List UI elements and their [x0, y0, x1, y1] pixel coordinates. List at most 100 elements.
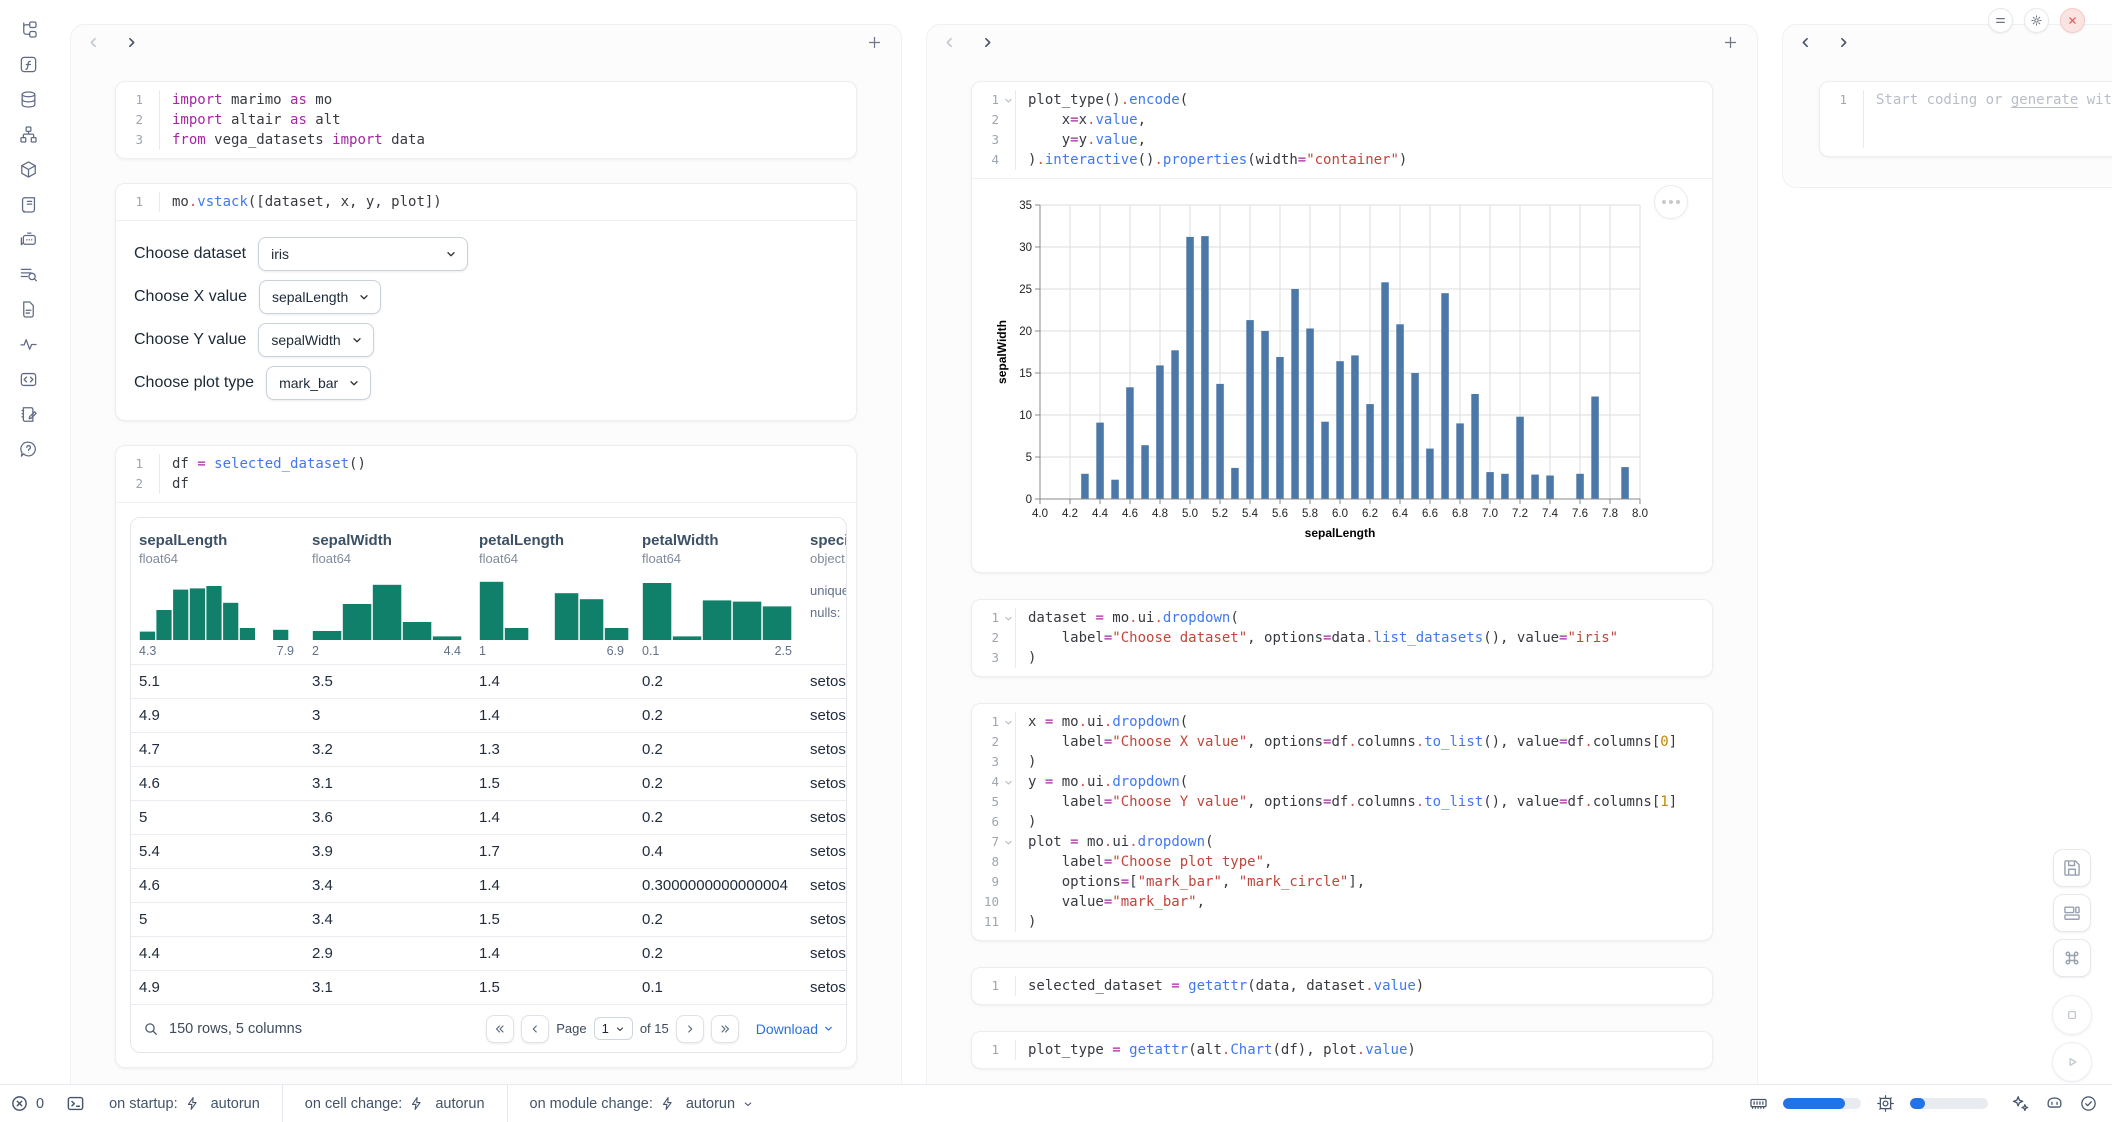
last-page-button[interactable]: [710, 1014, 739, 1043]
run-button[interactable]: [2052, 1042, 2092, 1082]
table-row[interactable]: 5.1 3.5 1.4 0.2 setosa: [131, 664, 846, 698]
code-editor[interactable]: 1 plot_type = getattr(alt.Chart(df), plot…: [972, 1032, 1712, 1068]
help-chat-icon[interactable]: [19, 440, 38, 459]
first-page-button[interactable]: [486, 1014, 515, 1043]
table-cell: 3: [312, 707, 321, 724]
fold-chevron-icon[interactable]: [1004, 91, 1013, 111]
fold-chevron-icon[interactable]: [1004, 713, 1013, 733]
x-value-dropdown[interactable]: sepalLength: [258, 280, 382, 314]
table-row[interactable]: 5 3.4 1.5 0.2 setosa: [131, 902, 846, 936]
editor-placeholder: Start coding or generate with: [1876, 92, 2112, 108]
fold-chevron-icon[interactable]: [1004, 773, 1013, 793]
chevron-right-icon: [985, 37, 991, 47]
table-cell: 0.2: [642, 707, 663, 724]
imports-cell: 1 2 3 import marimo as mo import altair as a…: [115, 81, 857, 159]
min-value: 0.1: [642, 644, 660, 658]
database-icon[interactable]: [19, 90, 38, 109]
script-icon[interactable]: [19, 195, 38, 214]
keyboard-shortcuts-button[interactable]: [2053, 939, 2091, 977]
search-icon[interactable]: [143, 1021, 159, 1037]
cpu-icon: [1876, 1094, 1895, 1113]
download-button[interactable]: Download: [756, 1021, 834, 1037]
column-name: petalWidth: [642, 532, 719, 549]
ai-assist-button[interactable]: [2011, 1094, 2030, 1113]
function-icon[interactable]: [19, 55, 38, 74]
code-editor[interactable]: 1 selected_dataset = getattr(data, datase…: [972, 968, 1712, 1004]
table-row[interactable]: 4.4 2.9 1.4 0.2 setosa: [131, 936, 846, 970]
table-row[interactable]: 5 3.6 1.4 0.2 setosa: [131, 800, 846, 834]
column-prev-button[interactable]: [87, 34, 103, 50]
code-editor[interactable]: 1 2 3 import marimo as mo import altair as a…: [116, 82, 856, 158]
column-prev-button[interactable]: [943, 34, 959, 50]
chart-canvas[interactable]: 4.0 4.2 4.4 4.6 4.8 5.0 5.2 5.4 5.6 5.8 6.0 6.2 6.4 6…: [994, 193, 1654, 545]
vstack-cell: 1 mo.vstack([dataset, x, y, plot]) Choose…: [115, 183, 857, 421]
control-row: Choose plot type mark_bar: [134, 366, 838, 400]
y-value-dropdown[interactable]: sepalWidth: [258, 323, 374, 357]
y-value-dropdown-label: Choose Y value: [134, 331, 247, 348]
shutdown-button[interactable]: [2060, 8, 2085, 33]
prev-page-button[interactable]: [521, 1014, 550, 1043]
memory-usage-bar: [1783, 1098, 1861, 1109]
next-page-button[interactable]: [675, 1014, 704, 1043]
on-cell-change-setting[interactable]: on cell change: autorun: [304, 1095, 485, 1112]
file-tree-icon[interactable]: [19, 20, 38, 39]
code-lines: plot_type().encode( x=x.value, y=y.value…: [1016, 90, 1407, 170]
generate-link[interactable]: generate: [2010, 92, 2079, 108]
stop-button[interactable]: [2052, 995, 2092, 1035]
code-editor[interactable]: 1 Start coding or generate with: [1820, 82, 2112, 156]
nodes-icon[interactable]: [19, 125, 38, 144]
column-header-sepalLength[interactable]: sepalLength float64 4.3 7.9: [131, 532, 304, 658]
add-cell-button[interactable]: [867, 33, 885, 51]
document-icon[interactable]: [19, 300, 38, 319]
table-row[interactable]: 4.7 3.2 1.3 0.2 setosa: [131, 732, 846, 766]
list-search-icon[interactable]: [19, 265, 38, 284]
table-row[interactable]: 4.9 3 1.4 0.2 setosa: [131, 698, 846, 732]
fold-chevron-icon[interactable]: [1004, 609, 1013, 629]
activity-icon[interactable]: [19, 335, 38, 354]
add-cell-button[interactable]: [1723, 33, 1741, 51]
table-row[interactable]: 4.6 3.1 1.5 0.2 setosa: [131, 766, 846, 800]
dataset-dropdown[interactable]: iris: [258, 237, 469, 271]
table-cell: 0.2: [642, 775, 663, 792]
code-editor[interactable]: 1 2 3 dataset = mo.ui.dropdown( label="Choo…: [972, 600, 1712, 676]
menu-button[interactable]: [1988, 8, 2013, 33]
notebook-actions: [2052, 849, 2092, 1082]
column-header-sepalWidth[interactable]: sepalWidth float64 2 4.4: [304, 532, 471, 658]
layout-button[interactable]: [2053, 894, 2091, 932]
plot-type-dropdown[interactable]: mark_bar: [266, 366, 372, 400]
on-module-change-setting[interactable]: on module change: autorun: [508, 1085, 784, 1122]
code-editor[interactable]: 1 2 3 4 5 6 7 8 9 10 11 x = mo.ui.dropdown( label="…: [972, 704, 1712, 940]
column-prev-button[interactable]: [1799, 34, 1815, 50]
table-cell: 0.2: [642, 741, 663, 758]
connection-status-icon[interactable]: [2079, 1094, 2098, 1113]
code-line: label="Choose X value", options=df.colum…: [1028, 734, 1678, 750]
code-editor[interactable]: 1 2 df = selected_dataset() df: [116, 446, 856, 502]
column-next-button[interactable]: [981, 34, 997, 50]
column-header-petalWidth[interactable]: petalWidth float64 0.1 2.5: [634, 532, 802, 658]
settings-button[interactable]: [2024, 8, 2049, 33]
altair-bar-chart[interactable]: 4.0 4.2 4.4 4.6 4.8 5.0 5.2 5.4 5.6 5.8 6.0 6.2 6.4 6…: [994, 193, 1694, 550]
package-icon[interactable]: [19, 160, 38, 179]
fold-chevron-icon[interactable]: [1004, 833, 1013, 853]
line-number: 1: [972, 712, 1012, 732]
copilot-button[interactable]: [2045, 1094, 2064, 1113]
save-button[interactable]: [2053, 849, 2091, 887]
column-next-button[interactable]: [1837, 34, 1853, 50]
error-indicator[interactable]: 0: [10, 1094, 44, 1113]
notebook-edit-icon[interactable]: [19, 405, 38, 424]
table-row[interactable]: 5.4 3.9 1.7 0.4 setosa: [131, 834, 846, 868]
on-startup-setting[interactable]: on startup: autorun: [109, 1094, 260, 1113]
code-editor[interactable]: 1 2 3 4 plot_type().encode( x=x.value, y=y.v…: [972, 82, 1712, 178]
code-snippet-icon[interactable]: [19, 370, 38, 389]
column-next-button[interactable]: [125, 34, 141, 50]
chart-menu-button[interactable]: [1654, 185, 1688, 219]
chatbot-icon[interactable]: [19, 230, 38, 249]
code-editor[interactable]: 1 mo.vstack([dataset, x, y, plot]): [116, 184, 856, 220]
terminal-button[interactable]: [66, 1094, 85, 1113]
table-row[interactable]: 4.6 3.4 1.4 0.3000000000000004 setosa: [131, 868, 846, 902]
lightning-icon: [185, 1094, 204, 1113]
column-header-petalLength[interactable]: petalLength float64 1 6.9: [471, 532, 634, 658]
table-row[interactable]: 4.9 3.1 1.5 0.1 setosa: [131, 970, 846, 1004]
page-select[interactable]: 1: [593, 1017, 633, 1040]
